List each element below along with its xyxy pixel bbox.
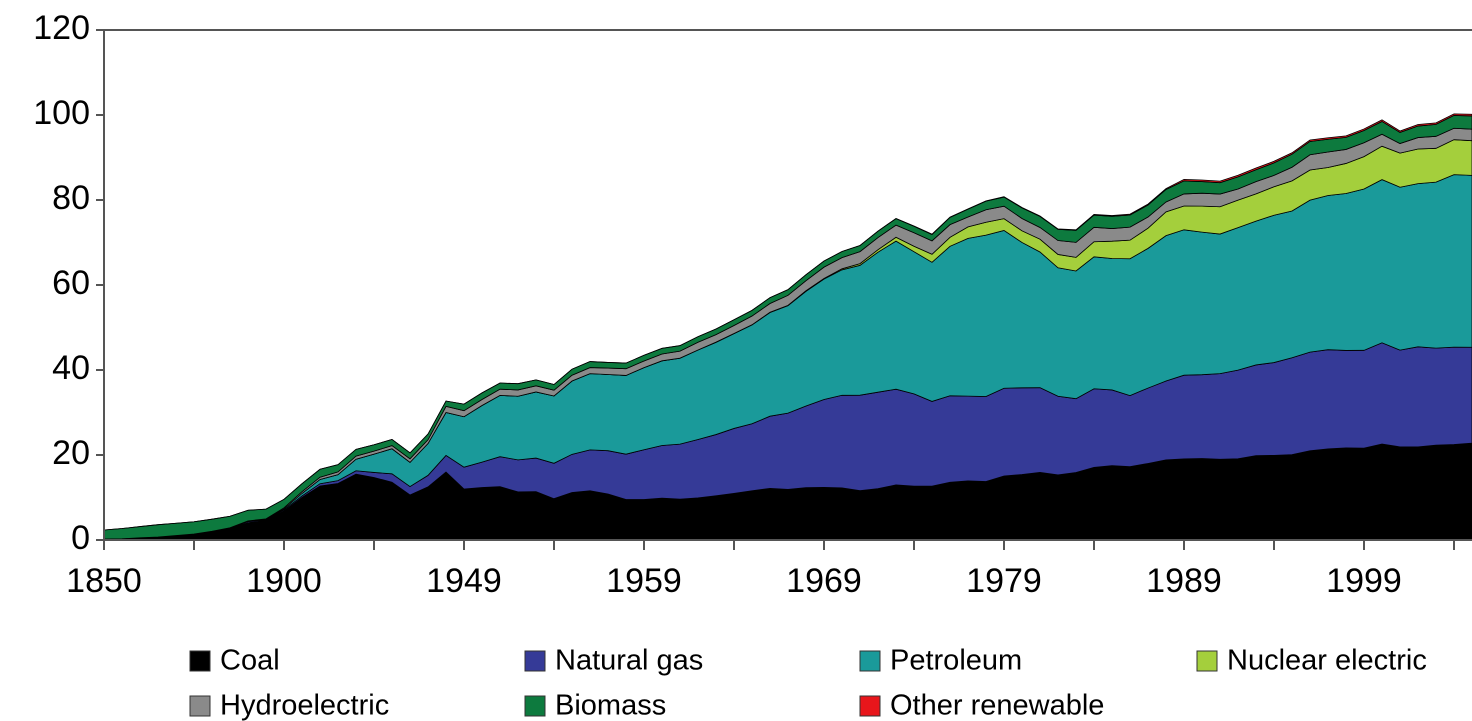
legend-label: Petroleum	[890, 645, 1022, 677]
x-tick-label: 1850	[66, 562, 142, 600]
x-tick-label: 1959	[606, 562, 682, 600]
x-tick-label: 1969	[786, 562, 862, 600]
y-tick-label: 20	[52, 434, 90, 472]
legend-label: Other renewable	[890, 690, 1104, 721]
legend-swatch	[524, 650, 546, 672]
x-tick-label: 1900	[246, 562, 322, 600]
x-tick-label: 1979	[966, 562, 1042, 600]
legend-label: Hydroelectric	[220, 690, 389, 721]
legend-swatch	[189, 650, 211, 672]
legend-label: Nuclear electric	[1227, 645, 1427, 677]
legend-swatch	[859, 650, 881, 672]
legend-swatch	[859, 695, 881, 717]
y-tick-label: 0	[71, 519, 90, 557]
y-tick-label: 60	[52, 264, 90, 302]
area	[103, 113, 1472, 531]
legend-label: Natural gas	[555, 645, 703, 677]
y-tick-label: 120	[33, 9, 90, 47]
legend-swatch	[524, 695, 546, 717]
x-tick-label: 1989	[1146, 562, 1222, 600]
legend-label: Coal	[220, 645, 280, 677]
legend-swatch	[1196, 650, 1218, 672]
y-tick-label: 80	[52, 179, 90, 217]
x-tick-label: 1949	[426, 562, 502, 600]
y-tick-label: 40	[52, 349, 90, 387]
x-tick-label: 1999	[1326, 562, 1402, 600]
y-tick-label: 100	[33, 94, 90, 132]
legend-swatch	[189, 695, 211, 717]
legend-label: Biomass	[555, 690, 666, 721]
